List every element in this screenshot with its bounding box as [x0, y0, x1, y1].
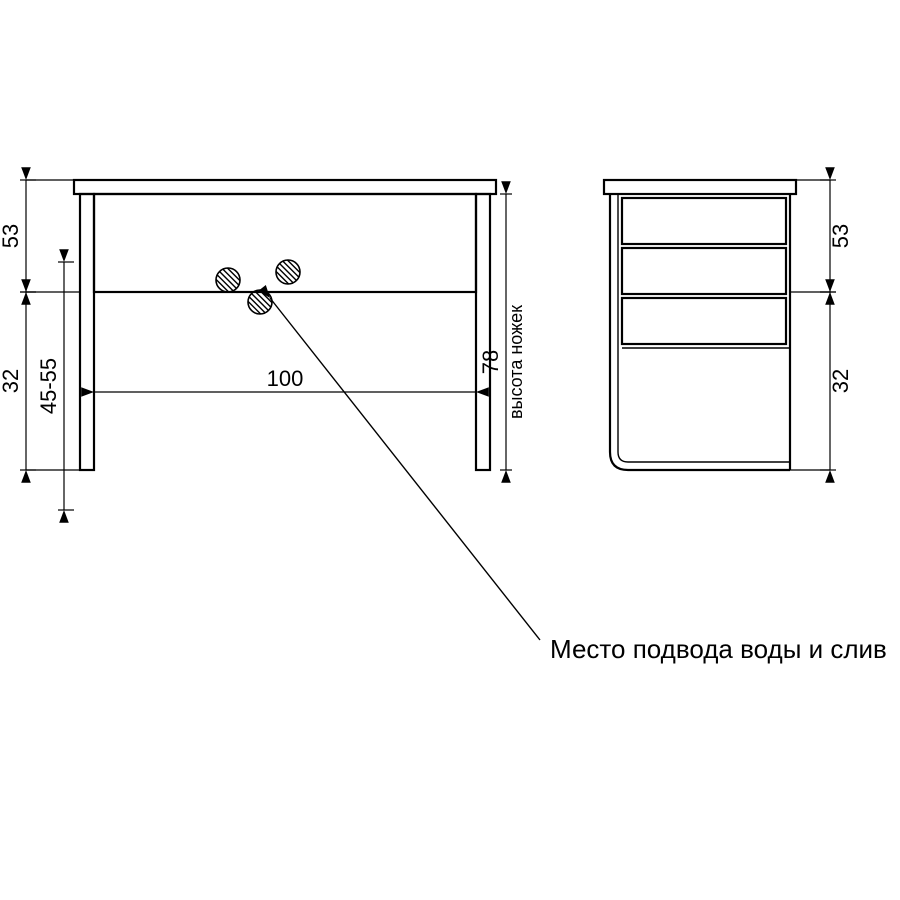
connection-point	[276, 260, 300, 284]
svg-text:32: 32	[0, 369, 23, 393]
svg-text:высота ножек: высота ножек	[506, 305, 526, 419]
svg-text:32: 32	[828, 369, 853, 393]
callout-text: Место подвода воды и слив	[550, 634, 887, 664]
left-dimensions: 53 32 45-55	[0, 167, 80, 523]
svg-text:53: 53	[0, 224, 23, 248]
svg-text:53: 53	[828, 224, 853, 248]
right-dimensions: 53 32	[790, 167, 853, 483]
svg-text:45-55: 45-55	[36, 358, 61, 414]
svg-text:78: 78	[478, 350, 503, 374]
side-view	[604, 180, 796, 470]
front-view: 100 78высота ножек	[74, 180, 526, 483]
svg-text:100: 100	[267, 366, 304, 391]
water-connection-callout: Место подвода воды и слив	[258, 285, 887, 664]
connection-point	[216, 268, 240, 292]
